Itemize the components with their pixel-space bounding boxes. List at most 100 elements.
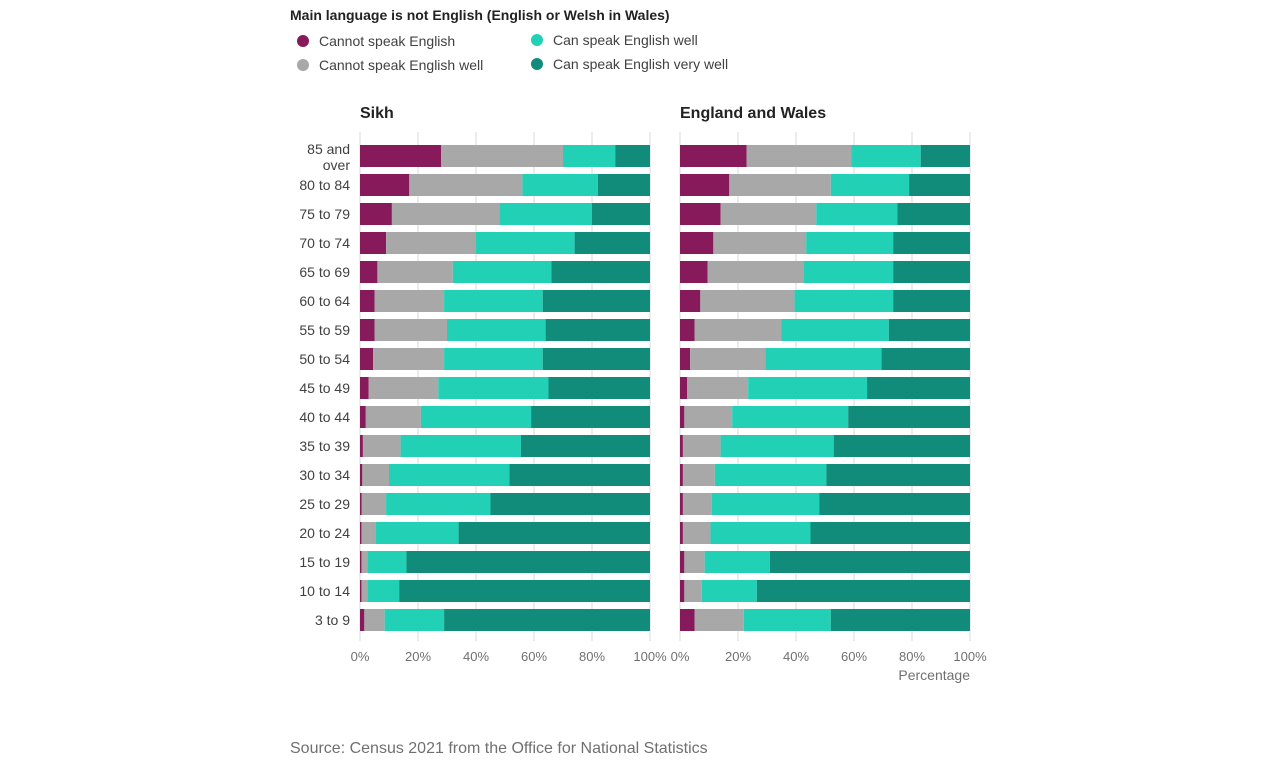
x-tick-label: 60% [521,649,547,664]
bars [680,145,970,631]
category-label: 40 to 44 [299,409,350,425]
bar-can-speak-english-well [400,435,521,457]
bar-cannot-speak-english [360,261,378,283]
panel-england-and-wales: England and Wales 0% 20% 40% 60% 80% 100% [671,105,987,664]
bar-can-speak-english-very-well [830,609,970,631]
source-note: Source: Census 2021 from the Office for … [290,740,708,757]
bar-can-speak-english-well [375,522,459,544]
legend-item-can-speak-english-very-well: Can speak English very well [531,56,728,72]
x-tick-label: 60% [841,649,867,664]
bar-can-speak-english-very-well [444,609,650,631]
x-tick-label: 80% [579,649,605,664]
category-label: 10 to 14 [299,583,350,599]
x-tick-label: 100% [633,649,667,664]
bar-can-speak-english-very-well [769,551,970,573]
bar-cannot-speak-english [680,348,691,370]
bar-can-speak-english-well [851,145,921,167]
category-label: 75 to 79 [299,206,350,222]
bar-cannot-speak-english [680,145,747,167]
bar-cannot-speak-english-well [368,377,439,399]
bar-cannot-speak-english-well [713,232,807,254]
bar-can-speak-english-very-well [531,406,650,428]
bar-cannot-speak-english [680,551,685,573]
bar-cannot-speak-english [680,174,730,196]
legend-swatch [297,59,309,71]
x-tick-label: 80% [899,649,925,664]
bar-cannot-speak-english-well [682,493,712,515]
bar-can-speak-english-very-well [615,145,650,167]
bar-cannot-speak-english [360,145,442,167]
legend-label: Can speak English well [553,32,698,48]
bar-can-speak-english-very-well [867,377,970,399]
bar-can-speak-english-very-well [826,464,970,486]
bar-can-speak-english-very-well [893,232,970,254]
bar-can-speak-english-very-well [406,551,650,573]
bar-cannot-speak-english-well [409,174,523,196]
bar-can-speak-english-well [447,319,546,341]
bar-can-speak-english-well [522,174,598,196]
bar-cannot-speak-english [360,580,362,602]
bar-cannot-speak-english [360,522,362,544]
bar-cannot-speak-english-well [700,290,795,312]
legend-item-cannot-speak-english-well: Cannot speak English well [297,57,483,73]
bar-can-speak-english-well [732,406,849,428]
category-label: 60 to 64 [299,293,350,309]
bar-cannot-speak-english [680,493,683,515]
bar-can-speak-english-very-well [597,174,650,196]
bar-can-speak-english-very-well [548,377,650,399]
bar-can-speak-english-well [704,551,770,573]
x-axis-title: Percentage [898,667,970,683]
bar-can-speak-english-well [438,377,549,399]
bar-can-speak-english-well [499,203,592,225]
bar-can-speak-english-very-well [458,522,650,544]
bar-can-speak-english-very-well [542,290,650,312]
bar-cannot-speak-english-well [694,609,744,631]
bar-cannot-speak-english [680,609,695,631]
panel-title: Sikh [360,105,394,122]
bar-cannot-speak-english [360,551,362,573]
bar-cannot-speak-english-well [720,203,817,225]
bar-can-speak-english-well [743,609,831,631]
bar-can-speak-english-well [794,290,894,312]
bar-can-speak-english-well [476,232,575,254]
x-tick-label: 100% [953,649,987,664]
bars [360,145,650,631]
bar-cannot-speak-english-well [684,551,705,573]
bar-cannot-speak-english [360,609,365,631]
category-label: 80 to 84 [299,177,350,193]
bar-cannot-speak-english [360,174,410,196]
bar-cannot-speak-english-well [707,261,804,283]
bar-can-speak-english-very-well [520,435,650,457]
bar-cannot-speak-english [680,261,708,283]
bar-cannot-speak-english [680,290,701,312]
bar-can-speak-english-well [781,319,889,341]
bar-can-speak-english-well [714,464,827,486]
bar-cannot-speak-english [680,319,695,341]
bar-cannot-speak-english [360,493,362,515]
bar-cannot-speak-english-well [374,290,445,312]
bar-cannot-speak-english-well [690,348,766,370]
bar-can-speak-english-well [444,290,543,312]
bar-cannot-speak-english [360,435,363,457]
bar-can-speak-english-well [384,609,445,631]
category-label: 20 to 24 [299,525,350,541]
legend-item-can-speak-english-well: Can speak English well [531,32,698,48]
bar-can-speak-english-very-well [819,493,970,515]
bar-cannot-speak-english [360,319,375,341]
bar-cannot-speak-english [680,203,721,225]
chart-title: Main language is not English (English or… [290,7,670,23]
category-label: 45 to 49 [299,380,350,396]
x-tick-label: 20% [405,649,431,664]
bar-cannot-speak-english-well [361,522,376,544]
bar-can-speak-english-very-well [888,319,970,341]
bar-can-speak-english-well [711,493,820,515]
bar-cannot-speak-english-well [362,435,401,457]
legend-swatch [531,58,543,70]
category-label: 35 to 39 [299,438,350,454]
bar-cannot-speak-english-well [684,580,702,602]
category-label: 3 to 9 [315,612,350,628]
bar-cannot-speak-english [360,290,375,312]
chart-panels: Sikh 0% 20% 40% 60% 80% 100% 85 and over 80 to 84… [299,105,987,664]
category-label: 70 to 74 [299,235,350,251]
category-label: 85 and over [307,141,350,173]
